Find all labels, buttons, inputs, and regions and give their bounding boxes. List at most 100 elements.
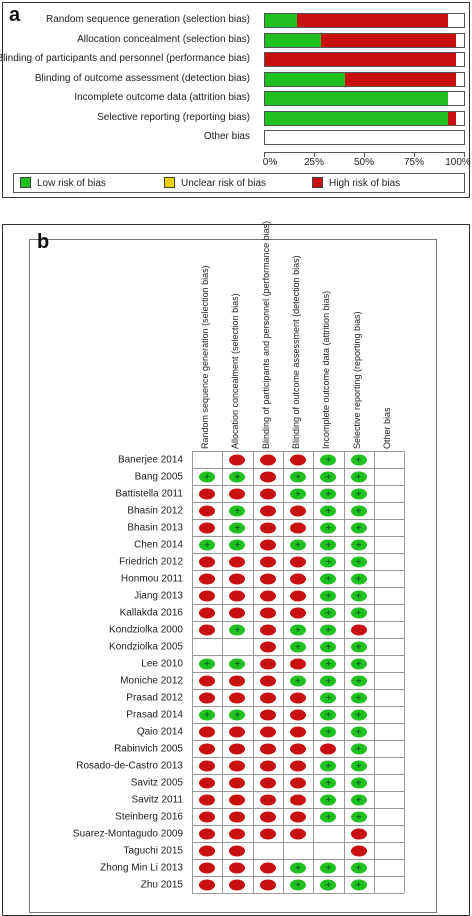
risk-dot-low: + bbox=[320, 675, 337, 686]
risk-dot-high bbox=[199, 488, 216, 499]
grid-row-line bbox=[192, 553, 404, 554]
grid-row-line bbox=[192, 570, 404, 571]
risk-dot-low: + bbox=[229, 624, 246, 635]
risk-dot-low: + bbox=[320, 641, 337, 652]
risk-dot-low: + bbox=[290, 879, 307, 890]
risk-dot-high bbox=[199, 794, 216, 805]
bar-segment bbox=[265, 92, 449, 105]
risk-dot-low: + bbox=[320, 862, 337, 873]
x-tick-mark bbox=[314, 153, 315, 157]
risk-dot-high bbox=[229, 556, 246, 567]
risk-dot-high bbox=[259, 692, 276, 703]
x-tick-mark bbox=[264, 153, 265, 157]
risk-dot-high bbox=[199, 675, 216, 686]
risk-dot-low: + bbox=[350, 607, 367, 618]
study-name: Kondziolka 2000 bbox=[109, 624, 183, 635]
risk-dot-high bbox=[199, 879, 216, 890]
risk-dot-low: + bbox=[320, 454, 337, 465]
x-tick-mark bbox=[464, 153, 465, 157]
study-name: Friedrich 2012 bbox=[119, 556, 183, 567]
risk-dot-low: + bbox=[320, 794, 337, 805]
risk-dot-high bbox=[290, 607, 307, 618]
summary-table-frame bbox=[29, 239, 437, 913]
risk-dot-low: + bbox=[350, 692, 367, 703]
grid-col-line bbox=[313, 451, 315, 893]
risk-dot-high bbox=[229, 454, 246, 465]
grid-row-line bbox=[192, 451, 404, 452]
risk-dot-high bbox=[229, 811, 246, 822]
risk-dot-low: + bbox=[229, 505, 246, 516]
risk-dot-low: + bbox=[320, 879, 337, 890]
risk-dot-high bbox=[290, 743, 307, 754]
risk-dot-high bbox=[350, 828, 367, 839]
risk-dot-high bbox=[259, 709, 276, 720]
risk-dot-low: + bbox=[290, 539, 307, 550]
risk-dot-high bbox=[290, 811, 307, 822]
bar-row bbox=[264, 110, 465, 126]
risk-dot-low: + bbox=[350, 794, 367, 805]
risk-dot-low: + bbox=[320, 556, 337, 567]
risk-dot-high bbox=[290, 556, 307, 567]
panel-a: a Random sequence generation (selection … bbox=[0, 2, 471, 198]
risk-dot-high bbox=[229, 675, 246, 686]
risk-dot-low: + bbox=[350, 590, 367, 601]
risk-dot-high bbox=[290, 794, 307, 805]
grid-row-line bbox=[192, 791, 404, 792]
legend-item-low: Low risk of bias bbox=[20, 177, 106, 189]
study-name: Banerjee 2014 bbox=[117, 454, 183, 465]
bar-segment bbox=[296, 14, 449, 27]
study-name: Rosado-de-Castro 2013 bbox=[76, 760, 183, 771]
risk-dot-high bbox=[199, 624, 216, 635]
column-header: Other bias bbox=[374, 269, 400, 449]
bias-domain-label: Random sequence generation (selection bi… bbox=[45, 14, 250, 25]
risk-dot-high bbox=[259, 658, 276, 669]
x-tick-label: 0% bbox=[262, 157, 278, 168]
study-name: Qaio 2014 bbox=[136, 726, 183, 737]
risk-dot-high bbox=[290, 573, 307, 584]
risk-dot-low: + bbox=[350, 862, 367, 873]
panel-b: b Random sequence generation (selection … bbox=[2, 220, 470, 916]
risk-dot-low: + bbox=[320, 709, 337, 720]
column-header: Blinding of outcome assessment (detectio… bbox=[283, 255, 309, 449]
risk-dot-high bbox=[229, 845, 246, 856]
bar-segment bbox=[265, 53, 457, 66]
risk-dot-low: + bbox=[229, 522, 246, 533]
risk-dot-low: + bbox=[350, 879, 367, 890]
column-header-label: Blinding of participants and personnel (… bbox=[260, 220, 271, 449]
grid-row-line bbox=[192, 757, 404, 758]
risk-dot-high bbox=[290, 828, 307, 839]
risk-dot-low: + bbox=[350, 471, 367, 482]
risk-dot-high bbox=[259, 607, 276, 618]
bias-domain-label: Selective reporting (reporting bias) bbox=[97, 111, 250, 123]
risk-dot-high bbox=[290, 709, 307, 720]
risk-dot-high bbox=[259, 522, 276, 533]
risk-dot-high bbox=[199, 743, 216, 754]
grid-row-line bbox=[192, 519, 404, 520]
bias-domain-label: Incomplete outcome data (attrition bias) bbox=[74, 92, 250, 103]
risk-dot-high bbox=[199, 522, 216, 533]
risk-dot-low: + bbox=[320, 726, 337, 737]
bar-row bbox=[264, 32, 465, 48]
study-name: Bang 2005 bbox=[134, 471, 183, 482]
risk-dot-high bbox=[259, 454, 276, 465]
risk-dot-low: + bbox=[290, 624, 307, 635]
risk-dot-high bbox=[259, 573, 276, 584]
risk-dot-low: + bbox=[350, 777, 367, 788]
grid-row-line bbox=[192, 587, 404, 588]
study-name: Chen 2014 bbox=[134, 539, 183, 550]
legend: Low risk of bias Unclear risk of bias Hi… bbox=[13, 173, 465, 193]
risk-dot-high bbox=[320, 743, 337, 754]
risk-dot-low: + bbox=[350, 556, 367, 567]
risk-dot-low: + bbox=[290, 862, 307, 873]
risk-dot-low: + bbox=[350, 522, 367, 533]
legend-swatch-high bbox=[312, 177, 323, 188]
risk-dot-low: + bbox=[320, 607, 337, 618]
bar-row bbox=[264, 13, 465, 28]
risk-dot-low: + bbox=[350, 658, 367, 669]
grid-row-line bbox=[192, 502, 404, 503]
risk-dot-low: + bbox=[229, 709, 246, 720]
risk-dot-high bbox=[259, 471, 276, 482]
risk-dot-high bbox=[229, 777, 246, 788]
study-name: Zhu 2015 bbox=[140, 879, 183, 890]
risk-dot-high bbox=[199, 760, 216, 771]
